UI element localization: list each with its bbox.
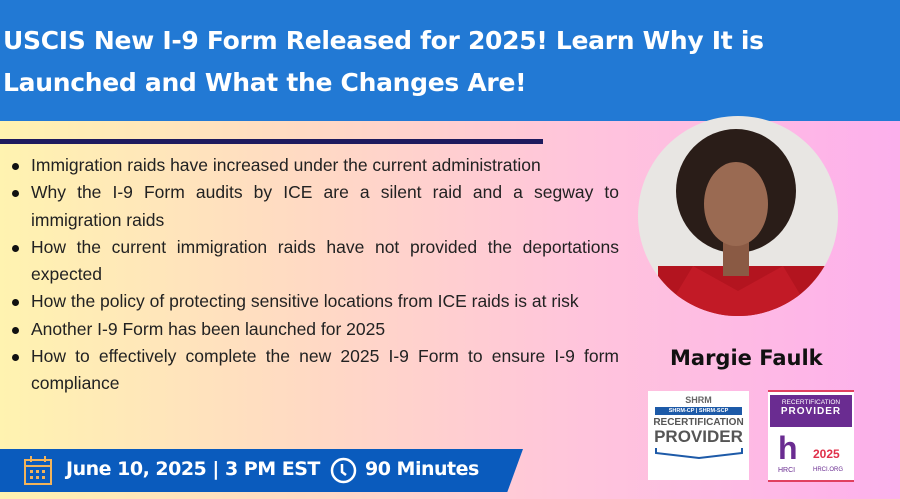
bullet-list: Immigration raids have increased under t… (12, 152, 619, 398)
divider (0, 139, 543, 144)
shrm-badge: SHRM SHRM-CP | SHRM-SCP RECERTIFICATION … (648, 391, 749, 480)
hrci-badge: RECERTIFICATION PROVIDER h HRCI 2025 HRC… (768, 390, 854, 482)
page-title: USCIS New I-9 Form Released for 2025! Le… (3, 26, 764, 97)
list-item: Another I-9 Form has been launched for 2… (12, 316, 619, 343)
list-item: How the policy of protecting sensitive l… (12, 288, 619, 315)
list-item: How the current immigration raids have n… (12, 234, 619, 289)
list-item: Immigration raids have increased under t… (12, 152, 619, 179)
event-banner: June 10, 2025 | 3 PM EST 90 Minutes (0, 449, 523, 492)
event-date: June 10, 2025 | 3 PM EST (66, 458, 320, 480)
header: USCIS New I-9 Form Released for 2025! Le… (0, 0, 900, 121)
speaker-name: Margie Faulk (670, 346, 823, 370)
calendar-icon (24, 456, 52, 485)
event-duration: 90 Minutes (365, 458, 479, 480)
speaker-photo (638, 116, 838, 316)
clock-icon (330, 457, 357, 484)
list-item: Why the I-9 Form audits by ICE are a sil… (12, 179, 619, 234)
list-item: How to effectively complete the new 2025… (12, 343, 619, 398)
